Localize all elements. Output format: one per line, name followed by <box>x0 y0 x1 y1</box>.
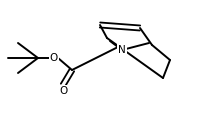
Text: O: O <box>50 53 58 63</box>
Text: N: N <box>118 45 126 55</box>
Text: O: O <box>59 86 67 96</box>
